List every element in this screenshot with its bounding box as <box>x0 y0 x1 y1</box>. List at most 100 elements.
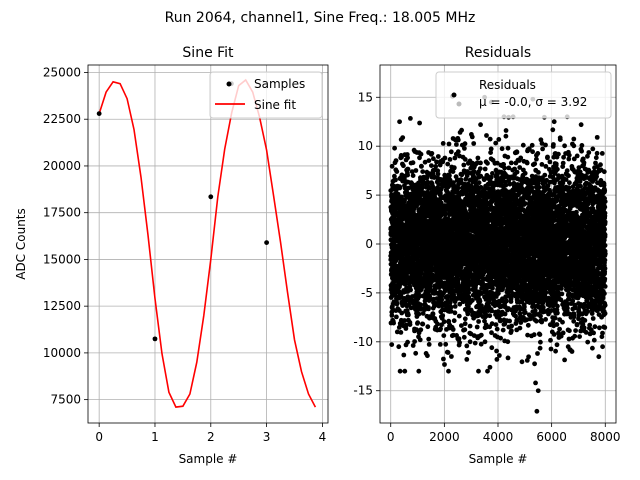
residual-point <box>493 322 499 327</box>
legend: Samples Sine fit <box>209 71 323 119</box>
residual-point <box>435 321 440 327</box>
residual-point <box>508 296 514 302</box>
residual-point <box>413 168 419 173</box>
residual-point <box>427 284 433 290</box>
residual-point <box>447 157 453 162</box>
residual-point <box>394 329 400 335</box>
y-tick-label: 7500 <box>50 393 81 407</box>
y-tick-label: 25000 <box>43 65 81 79</box>
x-axis-label: Sample # <box>179 452 238 466</box>
residual-point <box>394 169 400 175</box>
residual-point <box>445 350 451 355</box>
residual-point <box>391 320 396 326</box>
residual-point <box>427 294 433 300</box>
axes-frame <box>87 64 329 424</box>
residual-point <box>464 343 470 349</box>
residual-point <box>477 298 483 304</box>
sine-fit-line <box>98 78 317 408</box>
residual-point <box>474 324 480 330</box>
residual-point <box>430 311 436 317</box>
residual-point <box>494 348 499 354</box>
residual-point <box>413 350 419 356</box>
residual-point <box>438 326 443 332</box>
residual-point <box>507 318 512 324</box>
residual-point <box>519 359 525 365</box>
residual-point <box>461 162 467 168</box>
x-tick-label: 2 <box>207 430 215 444</box>
residual-point <box>487 136 493 142</box>
x-tick-label: 3 <box>263 430 271 444</box>
residual-point <box>502 311 508 317</box>
residual-point <box>446 141 452 147</box>
residual-point <box>398 330 404 335</box>
residual-point <box>498 335 503 341</box>
residual-point <box>457 340 462 345</box>
residual-point <box>454 142 459 147</box>
residual-point <box>435 171 441 177</box>
residual-point <box>418 327 424 333</box>
figure-title: Run 2064, channel1, Sine Freq.: 18.005 M… <box>165 10 476 26</box>
residual-point <box>416 368 422 374</box>
residual-point <box>476 180 482 186</box>
residual-point <box>493 140 499 146</box>
residual-point <box>462 321 468 327</box>
residual-point <box>417 155 422 161</box>
residual-point <box>459 127 464 133</box>
residual-point <box>403 322 409 328</box>
residual-point <box>494 326 500 332</box>
residual-point <box>389 313 395 318</box>
residual-point <box>509 323 514 329</box>
residual-point <box>412 339 417 344</box>
residual-point <box>517 325 523 331</box>
residual-point <box>443 341 449 347</box>
residual-point <box>418 302 424 308</box>
residual-point <box>481 177 487 183</box>
residual-point <box>401 352 407 358</box>
sample-point <box>264 240 270 245</box>
residual-point <box>500 327 506 333</box>
residual-point <box>464 357 470 362</box>
y-tick-label: 20000 <box>43 159 81 173</box>
residual-point <box>420 321 426 327</box>
residual-point <box>406 312 411 318</box>
legend-box <box>209 71 323 119</box>
residual-point <box>394 301 400 307</box>
residual-point <box>433 164 439 169</box>
residual-point <box>475 155 481 161</box>
residual-point <box>440 141 446 146</box>
residuals-chart: Residuals 0 2000 4000 6000 8000-15-10-505101… <box>353 45 620 466</box>
residual-point <box>448 149 454 155</box>
residual-point <box>504 298 509 304</box>
residual-point <box>419 163 424 169</box>
residual-point <box>405 339 410 345</box>
residual-point <box>395 191 401 197</box>
residual-point <box>431 156 436 162</box>
residual-point <box>456 313 462 319</box>
residual-point <box>403 326 409 331</box>
residual-point <box>451 165 457 171</box>
residual-point <box>397 184 403 190</box>
residual-point <box>441 319 447 325</box>
residual-point <box>505 154 511 160</box>
residual-point <box>442 362 447 367</box>
residual-point <box>435 154 441 159</box>
residual-point <box>425 179 431 185</box>
residual-point <box>402 318 407 323</box>
y-tick-label: 12500 <box>43 299 81 313</box>
residual-point <box>437 342 443 347</box>
residual-point <box>462 146 467 151</box>
residual-point <box>410 160 416 166</box>
residual-point <box>429 151 435 156</box>
y-tick-label: 17500 <box>43 206 81 220</box>
residual-point <box>476 319 481 324</box>
x-tick-label: 4 <box>319 430 327 444</box>
residual-point <box>462 327 468 333</box>
residual-point <box>426 305 431 310</box>
residual-point <box>418 151 424 157</box>
legend-marker-samples <box>226 81 232 87</box>
residual-point <box>477 166 483 172</box>
residual-point <box>461 334 467 340</box>
residual-point <box>455 149 461 155</box>
legend-label-samples: Samples <box>254 77 305 91</box>
residual-point <box>469 134 475 140</box>
